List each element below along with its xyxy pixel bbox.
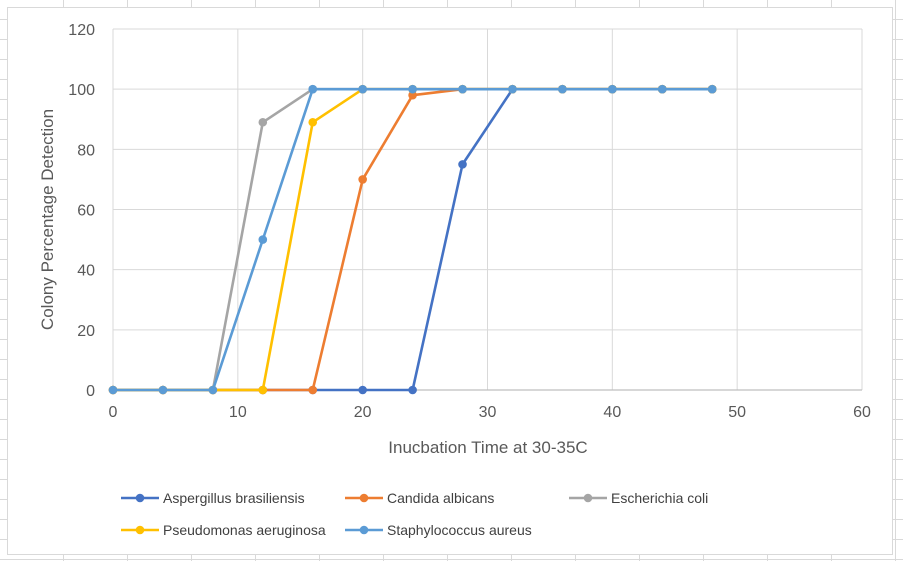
x-tick-label: 60	[853, 404, 871, 421]
legend-label: Staphylococcus aureus	[387, 522, 532, 538]
data-point	[308, 117, 318, 127]
series-line	[113, 87, 713, 392]
data-point	[358, 385, 367, 395]
y-tick-label: 20	[77, 323, 95, 340]
legend-swatch-marker	[583, 493, 593, 503]
data-point	[707, 84, 717, 94]
data-point	[408, 385, 417, 395]
legend: Aspergillus brasiliensis Candida albicans…	[121, 490, 708, 538]
y-tick-label: 60	[77, 203, 95, 220]
data-point	[308, 385, 318, 395]
data-point	[108, 385, 118, 395]
series-candida-albicans	[108, 84, 717, 395]
chart-area[interactable]: 0 10 20 30 40 50 60 0 20 40 60 80 100 120 Inucbation …	[7, 7, 893, 555]
data-point	[608, 84, 617, 94]
legend-label: Escherichia coli	[611, 490, 708, 506]
series-aspergillus-brasiliensis	[108, 84, 717, 395]
x-tick-label: 10	[229, 404, 247, 421]
data-point	[458, 84, 467, 94]
x-axis-title: Inucbation Time at 30-35C	[388, 438, 587, 457]
data-point	[358, 84, 367, 94]
x-tick-label: 40	[603, 404, 621, 421]
data-point	[258, 117, 268, 127]
data-point	[308, 84, 318, 94]
data-point	[358, 175, 367, 184]
data-point	[158, 385, 168, 395]
series-line	[113, 87, 713, 392]
y-axis-title: Colony Percentage Detection	[38, 109, 57, 330]
x-tick-label: 20	[354, 404, 372, 421]
series-escherichia-coli	[108, 84, 717, 395]
y-tick-label: 80	[77, 142, 95, 159]
data-point	[408, 90, 417, 100]
series-staphylococcus-aureus	[108, 84, 717, 395]
gridlines	[113, 28, 863, 390]
data-point	[508, 84, 517, 94]
y-tick-label: 40	[77, 263, 95, 280]
data-point	[558, 84, 567, 94]
legend-item: Candida albicans	[345, 490, 494, 506]
legend-item: Escherichia coli	[569, 490, 708, 506]
y-tick-label: 120	[68, 22, 95, 39]
legend-item: Pseudomonas aeruginosa	[121, 522, 326, 538]
series-line	[113, 87, 713, 392]
data-point	[458, 160, 467, 169]
series-line	[113, 87, 713, 392]
legend-item: Staphylococcus aureus	[345, 522, 532, 538]
x-tick-label: 30	[479, 404, 497, 421]
data-point	[408, 84, 417, 94]
legend-item: Aspergillus brasiliensis	[121, 490, 305, 506]
legend-swatch-marker	[135, 493, 145, 503]
x-tick-label: 50	[728, 404, 746, 421]
legend-label: Aspergillus brasiliensis	[163, 490, 305, 506]
data-point	[258, 385, 268, 395]
series-lines	[108, 84, 717, 395]
legend-label: Pseudomonas aeruginosa	[163, 522, 326, 538]
x-tick-label: 0	[109, 404, 118, 421]
data-point	[258, 235, 268, 244]
series-line	[113, 87, 713, 392]
line-chart: 0 10 20 30 40 50 60 0 20 40 60 80 100 120 Inucbation …	[38, 22, 871, 538]
series-pseudomonas-aeruginosa	[108, 84, 717, 395]
legend-label: Candida albicans	[387, 490, 494, 506]
legend-swatch-marker	[359, 493, 369, 503]
data-point	[657, 84, 667, 94]
y-tick-label: 100	[68, 82, 95, 99]
data-point	[208, 385, 218, 395]
axes: 0 10 20 30 40 50 60 0 20 40 60 80 100 120	[68, 22, 871, 421]
y-tick-label: 0	[86, 383, 95, 400]
legend-swatch-marker	[359, 525, 369, 535]
legend-swatch-marker	[135, 525, 145, 535]
